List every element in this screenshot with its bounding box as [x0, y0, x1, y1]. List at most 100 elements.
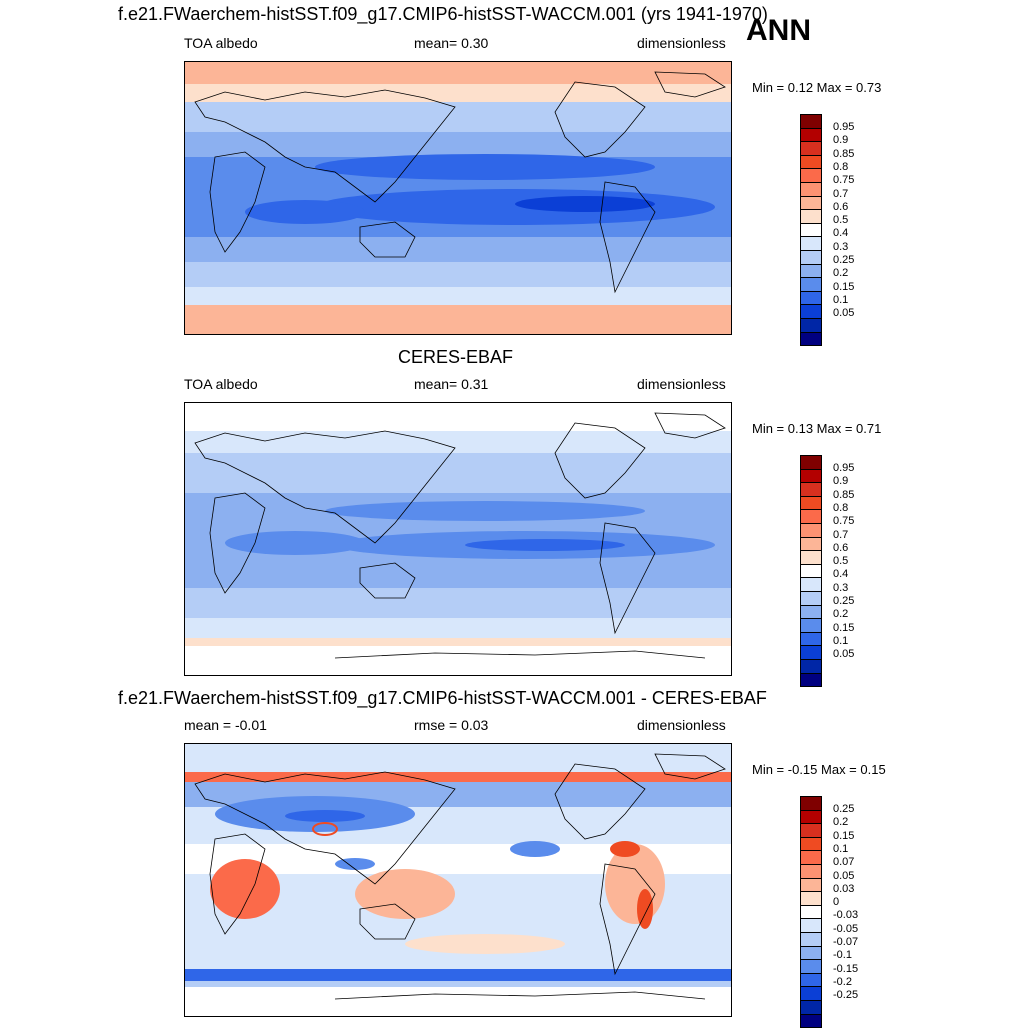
colorbar-segment: [800, 810, 822, 825]
colorbar-tick-label: 0.9: [833, 135, 848, 146]
colorbar-segment: [800, 591, 822, 606]
colorbar-segment: [800, 509, 822, 524]
colorbar-segment: [800, 864, 822, 879]
colorbar-tick-label: 0.25: [833, 804, 854, 815]
colorbar-tick-label: 0.7: [833, 530, 848, 541]
colorbar-segment: [800, 469, 822, 484]
colorbar-segment: [800, 673, 822, 688]
colorbar-segment: [800, 932, 822, 947]
colorbar-tick-label: 0.15: [833, 623, 854, 634]
colorbar-tick-label: 0.3: [833, 242, 848, 253]
colorbar-segment: [800, 959, 822, 974]
colorbar-segment: [800, 523, 822, 538]
colorbar-segment: [800, 986, 822, 1001]
colorbar-tick-label: 0.25: [833, 255, 854, 266]
colorbar-segment: [800, 482, 822, 497]
colorbar-tick-label: 0.2: [833, 817, 848, 828]
colorbar-segment: [800, 277, 822, 292]
colorbar-segment: [800, 918, 822, 933]
colorbar-tick-label: 0: [833, 897, 839, 908]
colorbar-segment: [800, 318, 822, 333]
colorbar-segment: [800, 537, 822, 552]
colorbar-tick-label: 0.4: [833, 228, 848, 239]
panel1-mean-label: mean= 0.30: [414, 35, 488, 51]
colorbar-segment: [800, 168, 822, 183]
colorbar-segment: [800, 891, 822, 906]
colorbar-tick-label: 0.3: [833, 583, 848, 594]
colorbar-segment: [800, 291, 822, 306]
panel1-left-label: TOA albedo: [184, 35, 258, 51]
colorbar-tick-label: 0.4: [833, 569, 848, 580]
panel3-units-label: dimensionless: [637, 717, 726, 733]
colorbar-segment: [800, 304, 822, 319]
panel1-units-label: dimensionless: [637, 35, 726, 51]
panel2-left-label: TOA albedo: [184, 376, 258, 392]
colorbar-tick-label: -0.2: [833, 977, 852, 988]
colorbar-segment: [800, 823, 822, 838]
panel3-colorbar: [800, 796, 822, 1028]
colorbar-segment: [800, 250, 822, 265]
colorbar-tick-label: 0.75: [833, 516, 854, 527]
colorbar-segment: [800, 837, 822, 852]
panel3-title: f.e21.FWaerchem-histSST.f09_g17.CMIP6-hi…: [118, 688, 767, 709]
colorbar-segment: [800, 182, 822, 197]
colorbar-segment: [800, 659, 822, 674]
colorbar-segment: [800, 128, 822, 143]
colorbar-tick-label: 0.25: [833, 596, 854, 607]
colorbar-segment: [800, 223, 822, 238]
colorbar-tick-label: 0.5: [833, 215, 848, 226]
case-title: f.e21.FWaerchem-histSST.f09_g17.CMIP6-hi…: [118, 4, 768, 25]
colorbar-tick-label: 0.8: [833, 503, 848, 514]
panel1-minmax: Min = 0.12 Max = 0.73: [752, 80, 881, 95]
colorbar-segment: [800, 577, 822, 592]
colorbar-segment: [800, 332, 822, 347]
colorbar-tick-label: 0.95: [833, 463, 854, 474]
panel1-colorbar: [800, 114, 822, 346]
colorbar-tick-label: 0.7: [833, 189, 848, 200]
colorbar-tick-label: 0.75: [833, 175, 854, 186]
panel3-rmse-label: rmse = 0.03: [414, 717, 488, 733]
colorbar-tick-label: 0.05: [833, 649, 854, 660]
colorbar-tick-label: 0.1: [833, 844, 848, 855]
colorbar-tick-label: 0.07: [833, 857, 854, 868]
colorbar-segment: [800, 850, 822, 865]
colorbar-tick-label: -0.03: [833, 910, 858, 921]
colorbar-segment: [800, 236, 822, 251]
colorbar-segment: [800, 455, 822, 470]
colorbar-tick-label: 0.2: [833, 609, 848, 620]
colorbar-segment: [800, 605, 822, 620]
colorbar-segment: [800, 905, 822, 920]
panel1-map: [184, 61, 732, 335]
colorbar-segment: [800, 878, 822, 893]
panel2-minmax: Min = 0.13 Max = 0.71: [752, 421, 881, 436]
colorbar-tick-label: 0.15: [833, 831, 854, 842]
colorbar-tick-label: 0.1: [833, 295, 848, 306]
colorbar-tick-label: -0.15: [833, 964, 858, 975]
colorbar-tick-label: 0.2: [833, 268, 848, 279]
panel2-colorbar: [800, 455, 822, 687]
colorbar-tick-label: 0.85: [833, 149, 854, 160]
colorbar-segment: [800, 264, 822, 279]
colorbar-segment: [800, 946, 822, 961]
colorbar-segment: [800, 155, 822, 170]
colorbar-segment: [800, 114, 822, 129]
colorbar-tick-label: 0.6: [833, 543, 848, 554]
colorbar-tick-label: 0.6: [833, 202, 848, 213]
colorbar-segment: [800, 209, 822, 224]
colorbar-segment: [800, 564, 822, 579]
colorbar-tick-label: -0.25: [833, 990, 858, 1001]
panel2-units-label: dimensionless: [637, 376, 726, 392]
colorbar-tick-label: -0.05: [833, 924, 858, 935]
colorbar-segment: [800, 796, 822, 811]
colorbar-segment: [800, 645, 822, 660]
colorbar-tick-label: 0.03: [833, 884, 854, 895]
colorbar-segment: [800, 1000, 822, 1015]
colorbar-tick-label: 0.1: [833, 636, 848, 647]
season-label: ANN: [746, 14, 811, 48]
colorbar-segment: [800, 496, 822, 511]
panel3-minmax: Min = -0.15 Max = 0.15: [752, 762, 886, 777]
colorbar-tick-label: 0.85: [833, 490, 854, 501]
colorbar-tick-label: -0.07: [833, 937, 858, 948]
colorbar-tick-label: 0.95: [833, 122, 854, 133]
colorbar-segment: [800, 618, 822, 633]
